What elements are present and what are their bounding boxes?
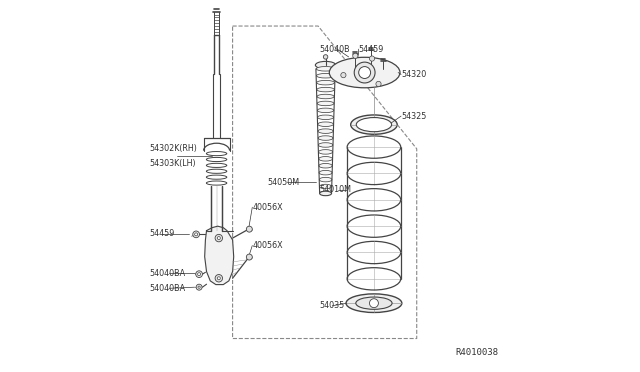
Circle shape (195, 233, 198, 236)
Text: 54325: 54325 (401, 112, 426, 121)
Ellipse shape (319, 150, 333, 154)
Ellipse shape (319, 157, 332, 161)
Circle shape (376, 81, 381, 87)
Circle shape (353, 53, 358, 58)
Ellipse shape (317, 80, 335, 85)
Circle shape (198, 273, 200, 276)
Ellipse shape (330, 57, 400, 88)
Ellipse shape (316, 74, 335, 78)
Circle shape (369, 299, 378, 308)
Ellipse shape (319, 184, 332, 189)
Text: 54050M: 54050M (267, 178, 300, 187)
Circle shape (323, 55, 328, 59)
Circle shape (215, 275, 223, 282)
Text: 54040BA: 54040BA (149, 269, 185, 278)
Ellipse shape (317, 101, 334, 106)
Ellipse shape (351, 115, 397, 134)
Text: 54040BA: 54040BA (149, 284, 185, 293)
Ellipse shape (318, 129, 333, 134)
Ellipse shape (318, 136, 333, 140)
Polygon shape (205, 226, 234, 285)
Ellipse shape (319, 191, 332, 196)
Ellipse shape (317, 94, 334, 99)
Ellipse shape (316, 61, 336, 69)
Circle shape (196, 284, 202, 290)
Circle shape (354, 62, 375, 83)
Circle shape (215, 234, 223, 242)
Ellipse shape (318, 122, 333, 126)
Text: 40056X: 40056X (252, 203, 283, 212)
Circle shape (198, 286, 200, 288)
Ellipse shape (319, 170, 332, 175)
Text: 54303K(LH): 54303K(LH) (149, 159, 195, 168)
Text: 54035: 54035 (319, 301, 344, 310)
Ellipse shape (317, 108, 334, 113)
Ellipse shape (356, 118, 392, 132)
Circle shape (246, 254, 252, 260)
Circle shape (340, 73, 346, 78)
Circle shape (369, 56, 374, 61)
Circle shape (193, 231, 200, 238)
Ellipse shape (317, 115, 333, 119)
Text: 54320: 54320 (401, 70, 426, 79)
Text: 40056X: 40056X (252, 241, 283, 250)
Text: 54459: 54459 (358, 45, 384, 54)
Text: 54302K(RH): 54302K(RH) (149, 144, 196, 153)
Ellipse shape (319, 164, 332, 168)
Circle shape (246, 226, 252, 232)
Ellipse shape (356, 297, 392, 310)
Text: 54040B: 54040B (319, 45, 350, 54)
Circle shape (218, 237, 220, 240)
Circle shape (218, 277, 220, 280)
Text: 54459: 54459 (149, 229, 174, 238)
Ellipse shape (316, 67, 335, 71)
Ellipse shape (318, 143, 333, 147)
Ellipse shape (319, 177, 332, 182)
Ellipse shape (317, 87, 334, 92)
Circle shape (358, 67, 371, 78)
Ellipse shape (346, 294, 402, 312)
Circle shape (196, 271, 202, 278)
Text: 54010M: 54010M (319, 185, 351, 194)
Text: R4010038: R4010038 (456, 348, 499, 357)
